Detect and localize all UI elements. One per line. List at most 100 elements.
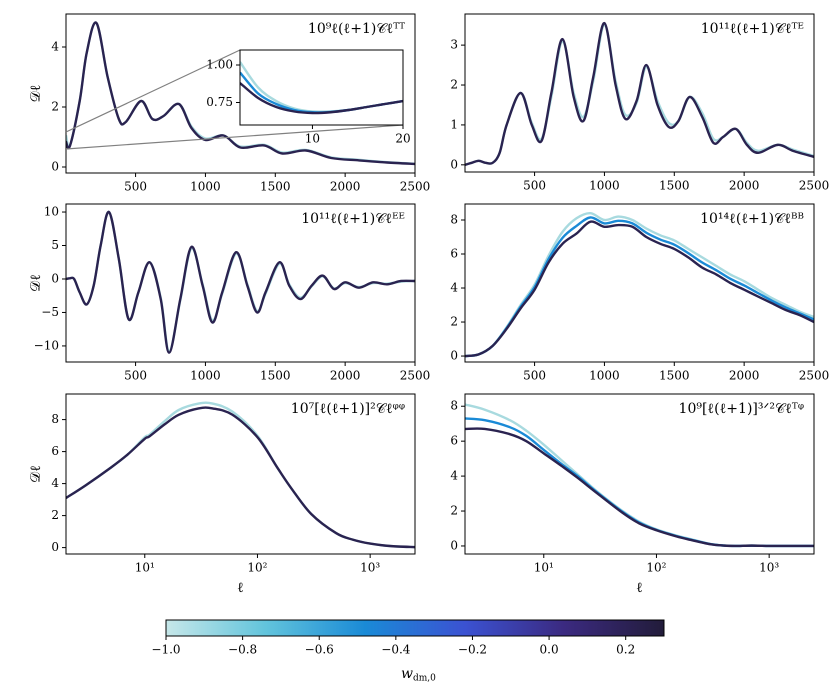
axes-frame bbox=[239, 49, 404, 126]
x-tick-label: 500 bbox=[523, 179, 546, 193]
y-tick-label: −5 bbox=[41, 305, 59, 319]
x-tick-label: 1500 bbox=[659, 179, 690, 193]
y-tick-label: 4 bbox=[51, 40, 59, 54]
y-tick-label: 3 bbox=[450, 38, 458, 52]
x-tick-label: 500 bbox=[124, 180, 147, 194]
curve bbox=[66, 210, 415, 353]
colorbar-label-subscript: dm,0 bbox=[413, 674, 436, 684]
colorbar-tick-label: −0.6 bbox=[305, 643, 334, 657]
y-tick-label: 6 bbox=[450, 434, 458, 448]
y-axis-label: 𝒟ℓ bbox=[28, 84, 44, 102]
y-tick-label: 6 bbox=[51, 444, 59, 458]
x-tick-label: 1000 bbox=[190, 180, 221, 194]
plot-area bbox=[465, 21, 814, 166]
plot-area bbox=[465, 403, 814, 548]
y-tick-label: 0 bbox=[450, 157, 458, 171]
y-axis-label: 𝒟ℓ bbox=[28, 465, 44, 483]
x-tick-label: 2500 bbox=[799, 179, 830, 193]
y-tick-label: 8 bbox=[51, 412, 59, 426]
x-tick-label: 2000 bbox=[330, 180, 361, 194]
y-tick-label: −10 bbox=[34, 338, 59, 352]
x-tick-label: 10³ bbox=[759, 561, 779, 575]
y-axis-label: 𝒟ℓ bbox=[28, 274, 44, 292]
curve bbox=[66, 21, 415, 166]
y-tick-label: 0 bbox=[450, 349, 458, 363]
curve bbox=[465, 211, 814, 358]
panel-label: 10¹¹ℓ(ℓ+1)𝒞ℓᴱᴱ bbox=[301, 211, 405, 227]
x-tick-label: 1500 bbox=[659, 369, 690, 383]
curve bbox=[66, 401, 415, 549]
curve bbox=[240, 82, 403, 115]
axes-frame bbox=[464, 393, 815, 555]
colorbar-tick-label: −1.0 bbox=[151, 643, 180, 657]
curve bbox=[66, 406, 415, 549]
plot-area bbox=[66, 401, 415, 549]
y-tick-label: 8 bbox=[450, 399, 458, 413]
x-tick-label: 2000 bbox=[729, 179, 760, 193]
zoom-line bbox=[65, 124, 404, 150]
plot-area bbox=[240, 61, 403, 115]
curve bbox=[66, 210, 415, 354]
x-tick-label: 10² bbox=[646, 561, 666, 575]
panel-label: 10⁷[ℓ(ℓ+1)]²𝒞ℓᵠᵠ bbox=[291, 401, 405, 417]
panel-label: 10⁹ℓ(ℓ+1)𝒞ℓᵀᵀ bbox=[308, 21, 405, 37]
y-tick-label: 8 bbox=[450, 212, 458, 226]
x-tick-label: 1000 bbox=[589, 369, 620, 383]
y-tick-label: 4 bbox=[450, 469, 458, 483]
x-tick-label: 2500 bbox=[799, 369, 830, 383]
x-tick-label: 500 bbox=[523, 369, 546, 383]
curve bbox=[465, 220, 814, 358]
curve bbox=[465, 427, 814, 548]
panel-label: 10⁹[ℓ(ℓ+1)]³ᐟ²𝒞ℓᵀᵠ bbox=[679, 401, 804, 417]
plot-area bbox=[66, 21, 415, 166]
y-tick-label: 4 bbox=[51, 476, 59, 490]
colorbar-label: w bbox=[401, 666, 413, 682]
colorbar-tick-label: 0.2 bbox=[616, 643, 635, 657]
colorbar bbox=[165, 619, 665, 637]
y-tick-label: 2 bbox=[51, 100, 59, 114]
panel-label: 10¹⁴ℓ(ℓ+1)𝒞ℓᴮᴮ bbox=[700, 211, 804, 227]
x-tick-label: 1000 bbox=[589, 179, 620, 193]
y-tick-label: 0 bbox=[51, 271, 59, 285]
x-tick-label: 10 bbox=[305, 132, 320, 146]
x-tick-label: 10¹ bbox=[135, 561, 155, 575]
y-tick-label: 10 bbox=[44, 205, 59, 219]
x-tick-label: 10³ bbox=[360, 561, 380, 575]
y-tick-label: 2 bbox=[450, 78, 458, 92]
axes-frame bbox=[65, 393, 416, 555]
x-tick-label: 2000 bbox=[729, 369, 760, 383]
zoom-line bbox=[65, 49, 241, 133]
x-tick-label: 10² bbox=[247, 561, 267, 575]
y-tick-label: 2 bbox=[450, 504, 458, 518]
x-tick-label: 1500 bbox=[260, 180, 291, 194]
y-tick-label: 6 bbox=[450, 247, 458, 261]
colorbar-tick-label: −0.8 bbox=[228, 643, 257, 657]
curve bbox=[465, 21, 814, 166]
y-tick-label: 0.75 bbox=[206, 95, 233, 109]
colorbar-tick-label: 0.0 bbox=[540, 643, 559, 657]
y-tick-label: 0 bbox=[51, 160, 59, 174]
y-tick-label: 1.00 bbox=[206, 58, 233, 72]
y-tick-label: 0 bbox=[450, 538, 458, 552]
y-tick-label: 0 bbox=[51, 540, 59, 554]
y-tick-label: 4 bbox=[450, 281, 458, 295]
axes-frame bbox=[65, 203, 416, 363]
x-tick-label: 2000 bbox=[330, 369, 361, 383]
axes-frame bbox=[464, 203, 815, 363]
colorbar-tick-label: −0.2 bbox=[458, 643, 487, 657]
curve bbox=[465, 216, 814, 358]
x-tick-label: 2500 bbox=[400, 180, 431, 194]
panel-label: 10¹¹ℓ(ℓ+1)𝒞ℓᵀᴱ bbox=[701, 21, 804, 37]
x-axis-label: ℓ bbox=[237, 580, 244, 596]
y-tick-label: 2 bbox=[51, 508, 59, 522]
y-tick-label: 2 bbox=[450, 315, 458, 329]
x-tick-label: 10¹ bbox=[534, 561, 554, 575]
axes-frame bbox=[65, 13, 416, 174]
y-tick-label: 5 bbox=[51, 238, 59, 252]
plot-area bbox=[465, 211, 814, 358]
y-tick-label: 1 bbox=[450, 117, 458, 131]
x-tick-label: 20 bbox=[395, 132, 410, 146]
colorbar-tick-label: −0.4 bbox=[381, 643, 411, 657]
x-tick-label: 2500 bbox=[400, 369, 431, 383]
